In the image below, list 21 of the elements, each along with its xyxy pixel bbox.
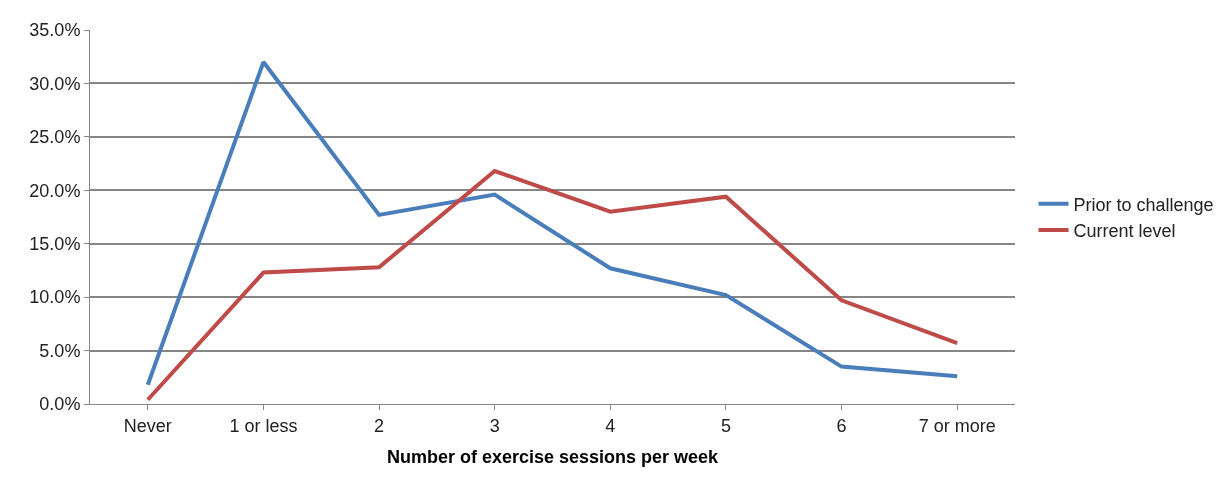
y-tick-label: 35.0% xyxy=(29,20,81,41)
y-tick-label: 0.0% xyxy=(39,394,81,415)
x-tick-label: 3 xyxy=(489,415,500,436)
x-axis-title: Number of exercise sessions per week xyxy=(386,446,720,467)
y-tick-label: 10.0% xyxy=(29,287,81,308)
x-tick-label: 5 xyxy=(720,415,731,436)
y-tick-label: 30.0% xyxy=(29,73,81,94)
y-tick-label: 15.0% xyxy=(29,234,81,255)
x-tick-label: 7 or more xyxy=(918,415,996,436)
legend-label: Current level xyxy=(1073,221,1176,242)
y-tick-label: 5.0% xyxy=(39,340,81,361)
y-tick-label: 20.0% xyxy=(29,180,81,201)
line-series xyxy=(145,60,960,387)
x-tick-label: 1 or less xyxy=(229,415,298,436)
line-series xyxy=(145,169,960,402)
legend-label: Prior to challenge xyxy=(1073,194,1214,215)
x-tick-label: Never xyxy=(123,415,172,436)
y-tick-label: 25.0% xyxy=(29,127,81,148)
x-tick-label: 2 xyxy=(374,415,385,436)
x-tick-label: 6 xyxy=(836,415,847,436)
x-tick-label: 4 xyxy=(605,415,616,436)
